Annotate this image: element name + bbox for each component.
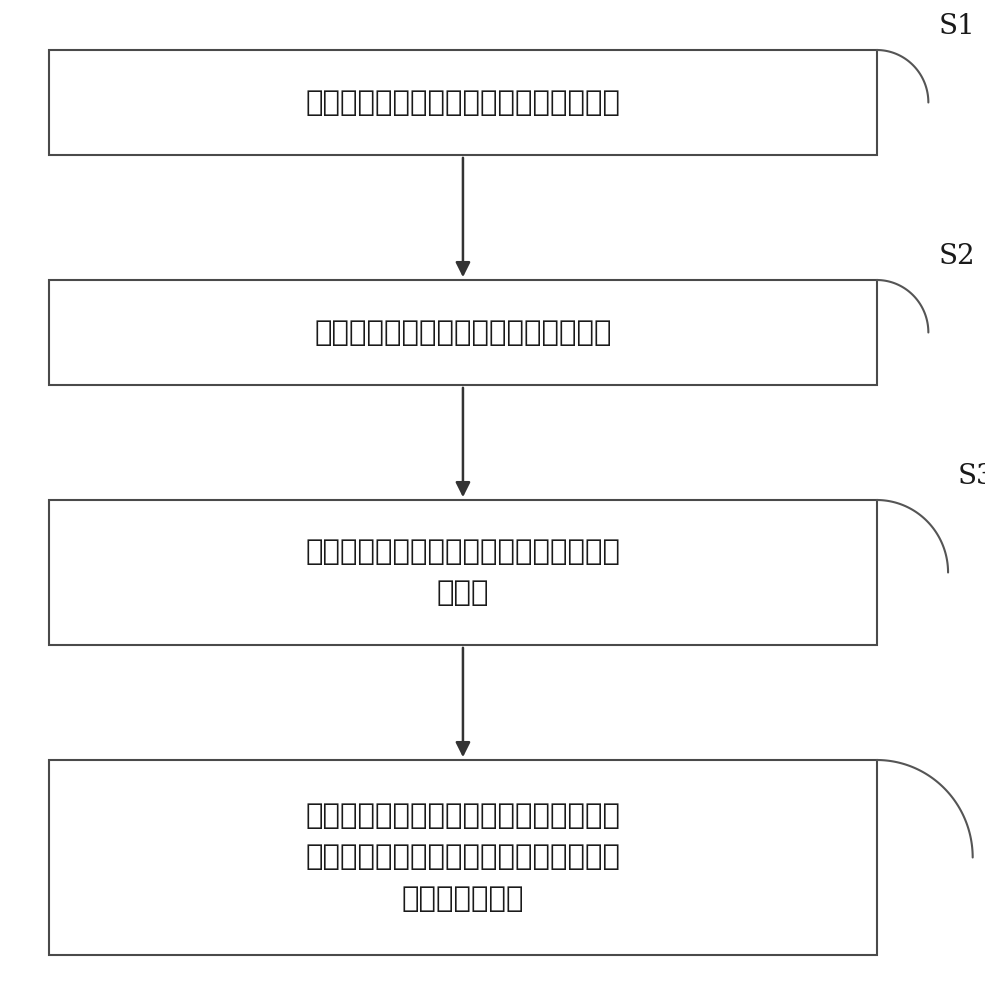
Text: 进一步获取冷藏室风门和变温室风门的开
启情况: 进一步获取冷藏室风门和变温室风门的开 启情况	[305, 538, 621, 607]
Text: S1: S1	[938, 13, 975, 40]
Bar	[49, 760, 877, 955]
Text: 获取冰箱的环境温度和压缩机的当前转速: 获取冰箱的环境温度和压缩机的当前转速	[305, 89, 621, 116]
Text: S4: S4	[983, 723, 985, 750]
Bar	[49, 500, 877, 645]
Text: S3: S3	[957, 463, 985, 490]
Text: 根据环境温度状态、压缩机的当前转速和
冷藏室风门和变温室风门的开启情况确定
风扇电机的电压: 根据环境温度状态、压缩机的当前转速和 冷藏室风门和变温室风门的开启情况确定 风扇…	[305, 802, 621, 913]
Bar	[49, 280, 877, 385]
Text: 根据环境温度确定冰箱的环境温度状态: 根据环境温度确定冰箱的环境温度状态	[314, 318, 612, 347]
Text: S2: S2	[938, 243, 975, 270]
Bar	[49, 50, 877, 155]
